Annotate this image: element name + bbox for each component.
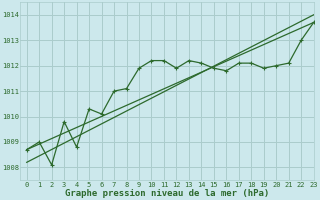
X-axis label: Graphe pression niveau de la mer (hPa): Graphe pression niveau de la mer (hPa) [65,189,269,198]
